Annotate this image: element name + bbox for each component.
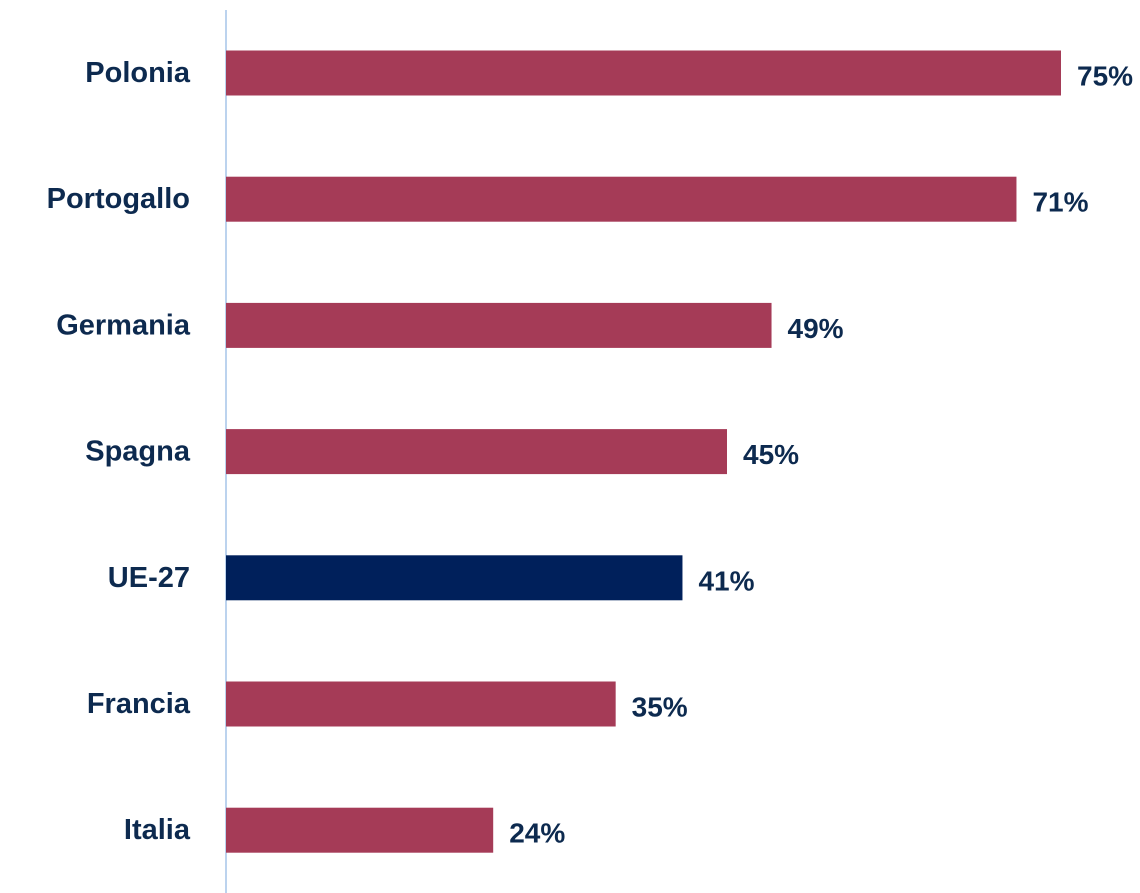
category-label-portogallo: Portogallo — [47, 183, 190, 215]
category-label-germania: Germania — [56, 309, 191, 341]
bar-germania — [226, 302, 772, 348]
value-labels-group: 75% 71% 49% 45% 41% 35% 24% — [509, 61, 1133, 849]
value-label-portogallo: 71% — [1032, 187, 1088, 218]
value-label-ue-27: 41% — [698, 565, 754, 596]
value-label-germania: 49% — [788, 313, 844, 344]
category-label-polonia: Polonia — [85, 57, 191, 89]
bar-polonia — [226, 50, 1061, 96]
value-label-italia: 24% — [509, 818, 565, 849]
bar-francia — [226, 681, 616, 727]
bar-italia — [226, 807, 494, 853]
bar-ue-27 — [226, 555, 683, 601]
bars-group — [226, 50, 1061, 853]
value-label-francia: 35% — [632, 692, 688, 723]
category-labels-group: Polonia Portogallo Germania Spagna UE-27 Fran… — [47, 57, 191, 846]
category-label-spagna: Spagna — [85, 436, 191, 468]
value-label-polonia: 75% — [1077, 61, 1133, 92]
bar-spagna — [226, 429, 727, 475]
category-label-ue-27: UE-27 — [108, 562, 190, 594]
bar-portogallo — [226, 176, 1017, 222]
category-label-italia: Italia — [124, 814, 191, 846]
value-label-spagna: 45% — [743, 439, 799, 470]
category-label-francia: Francia — [87, 688, 191, 720]
